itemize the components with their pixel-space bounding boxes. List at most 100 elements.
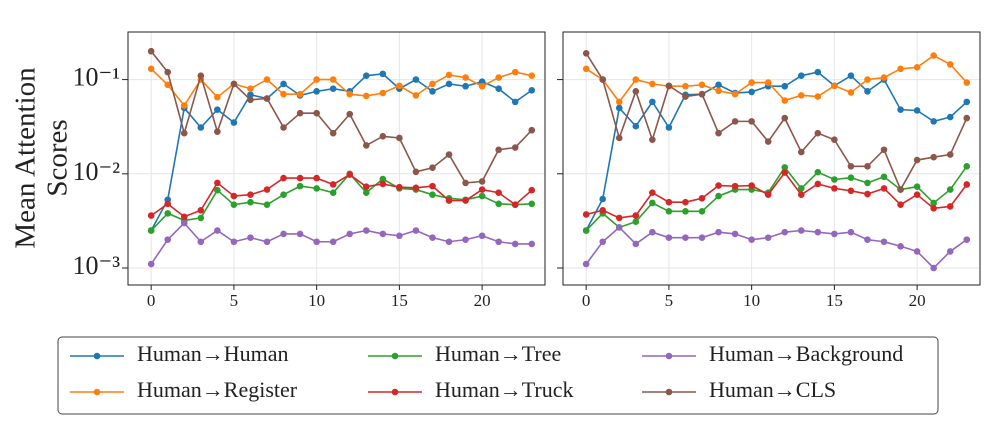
point <box>582 50 590 57</box>
point <box>280 174 287 182</box>
point <box>147 47 155 55</box>
point <box>462 197 469 204</box>
point <box>329 238 337 246</box>
point <box>230 192 238 200</box>
point <box>379 89 387 97</box>
point <box>313 88 320 95</box>
point <box>797 185 805 192</box>
point <box>511 201 519 208</box>
point <box>913 64 921 71</box>
point <box>764 138 772 145</box>
point <box>682 234 689 241</box>
legend: Human→Human Human→Register Human→Tree Human… <box>57 336 939 415</box>
point <box>897 242 904 250</box>
point <box>582 227 590 234</box>
point <box>930 52 937 59</box>
point <box>379 180 387 188</box>
point <box>649 189 656 196</box>
point <box>946 248 954 255</box>
point <box>511 68 519 76</box>
point <box>528 72 536 79</box>
point <box>362 227 370 234</box>
point <box>280 230 287 238</box>
point <box>313 109 320 117</box>
legend-marker <box>665 352 673 360</box>
series-line <box>585 54 968 104</box>
point <box>462 74 469 81</box>
point <box>698 234 706 241</box>
point <box>764 79 772 86</box>
point <box>412 76 420 83</box>
point <box>665 124 673 131</box>
legend-marker <box>93 352 101 360</box>
point <box>214 179 221 187</box>
point <box>329 181 337 188</box>
axes-frame <box>562 31 981 286</box>
point <box>649 80 656 88</box>
point <box>396 134 403 142</box>
point <box>495 189 502 196</box>
point <box>180 129 188 137</box>
point <box>396 183 403 191</box>
point <box>913 183 921 190</box>
point <box>296 174 304 182</box>
point <box>797 227 805 234</box>
point <box>864 236 871 243</box>
point <box>230 201 238 208</box>
x-tick-label: 20 <box>474 291 491 310</box>
point <box>478 82 486 90</box>
point <box>346 110 354 118</box>
point <box>164 236 172 243</box>
point <box>615 134 623 142</box>
x-tick-label: 0 <box>147 291 156 310</box>
point <box>913 156 921 164</box>
subplot: 0 5 10 15 20 <box>557 31 981 310</box>
point <box>963 163 971 170</box>
point <box>313 76 320 83</box>
point <box>528 186 536 194</box>
point <box>362 72 370 79</box>
legend-label: Human→Truck <box>435 377 574 402</box>
point <box>147 260 155 268</box>
point <box>682 207 689 215</box>
point <box>814 168 822 176</box>
legend-label: Human→Tree <box>435 341 561 366</box>
point <box>748 79 755 86</box>
y-tick-label: 10⁻¹ <box>72 63 120 92</box>
x-tick-label: 15 <box>391 291 408 310</box>
point <box>748 182 755 189</box>
point <box>847 187 855 195</box>
point <box>362 189 370 196</box>
point <box>396 232 403 240</box>
point <box>897 201 904 208</box>
point <box>445 197 453 204</box>
point <box>346 171 354 178</box>
x-tick-label: 5 <box>665 291 674 310</box>
point <box>847 174 855 181</box>
point <box>280 90 287 98</box>
subplot: 0 5 10 15 20 10⁻³ 10⁻² 10⁻¹ Mean Attention Scores <box>10 31 546 310</box>
point <box>665 207 673 215</box>
point <box>495 85 502 93</box>
point <box>214 186 221 194</box>
point <box>615 98 623 106</box>
point <box>329 189 337 196</box>
point <box>963 236 971 243</box>
point <box>495 238 502 246</box>
point <box>197 72 205 79</box>
point <box>831 176 838 183</box>
point <box>296 182 304 190</box>
point <box>197 124 205 131</box>
point <box>329 76 337 83</box>
y-axis-label: Mean Attention <box>10 67 42 249</box>
legend-label: Human→CLS <box>709 377 836 402</box>
point <box>362 92 370 100</box>
point <box>831 82 838 90</box>
point <box>715 81 722 89</box>
point <box>930 118 937 125</box>
point <box>263 76 271 83</box>
point <box>963 114 971 122</box>
point <box>511 144 519 151</box>
point <box>864 179 871 187</box>
